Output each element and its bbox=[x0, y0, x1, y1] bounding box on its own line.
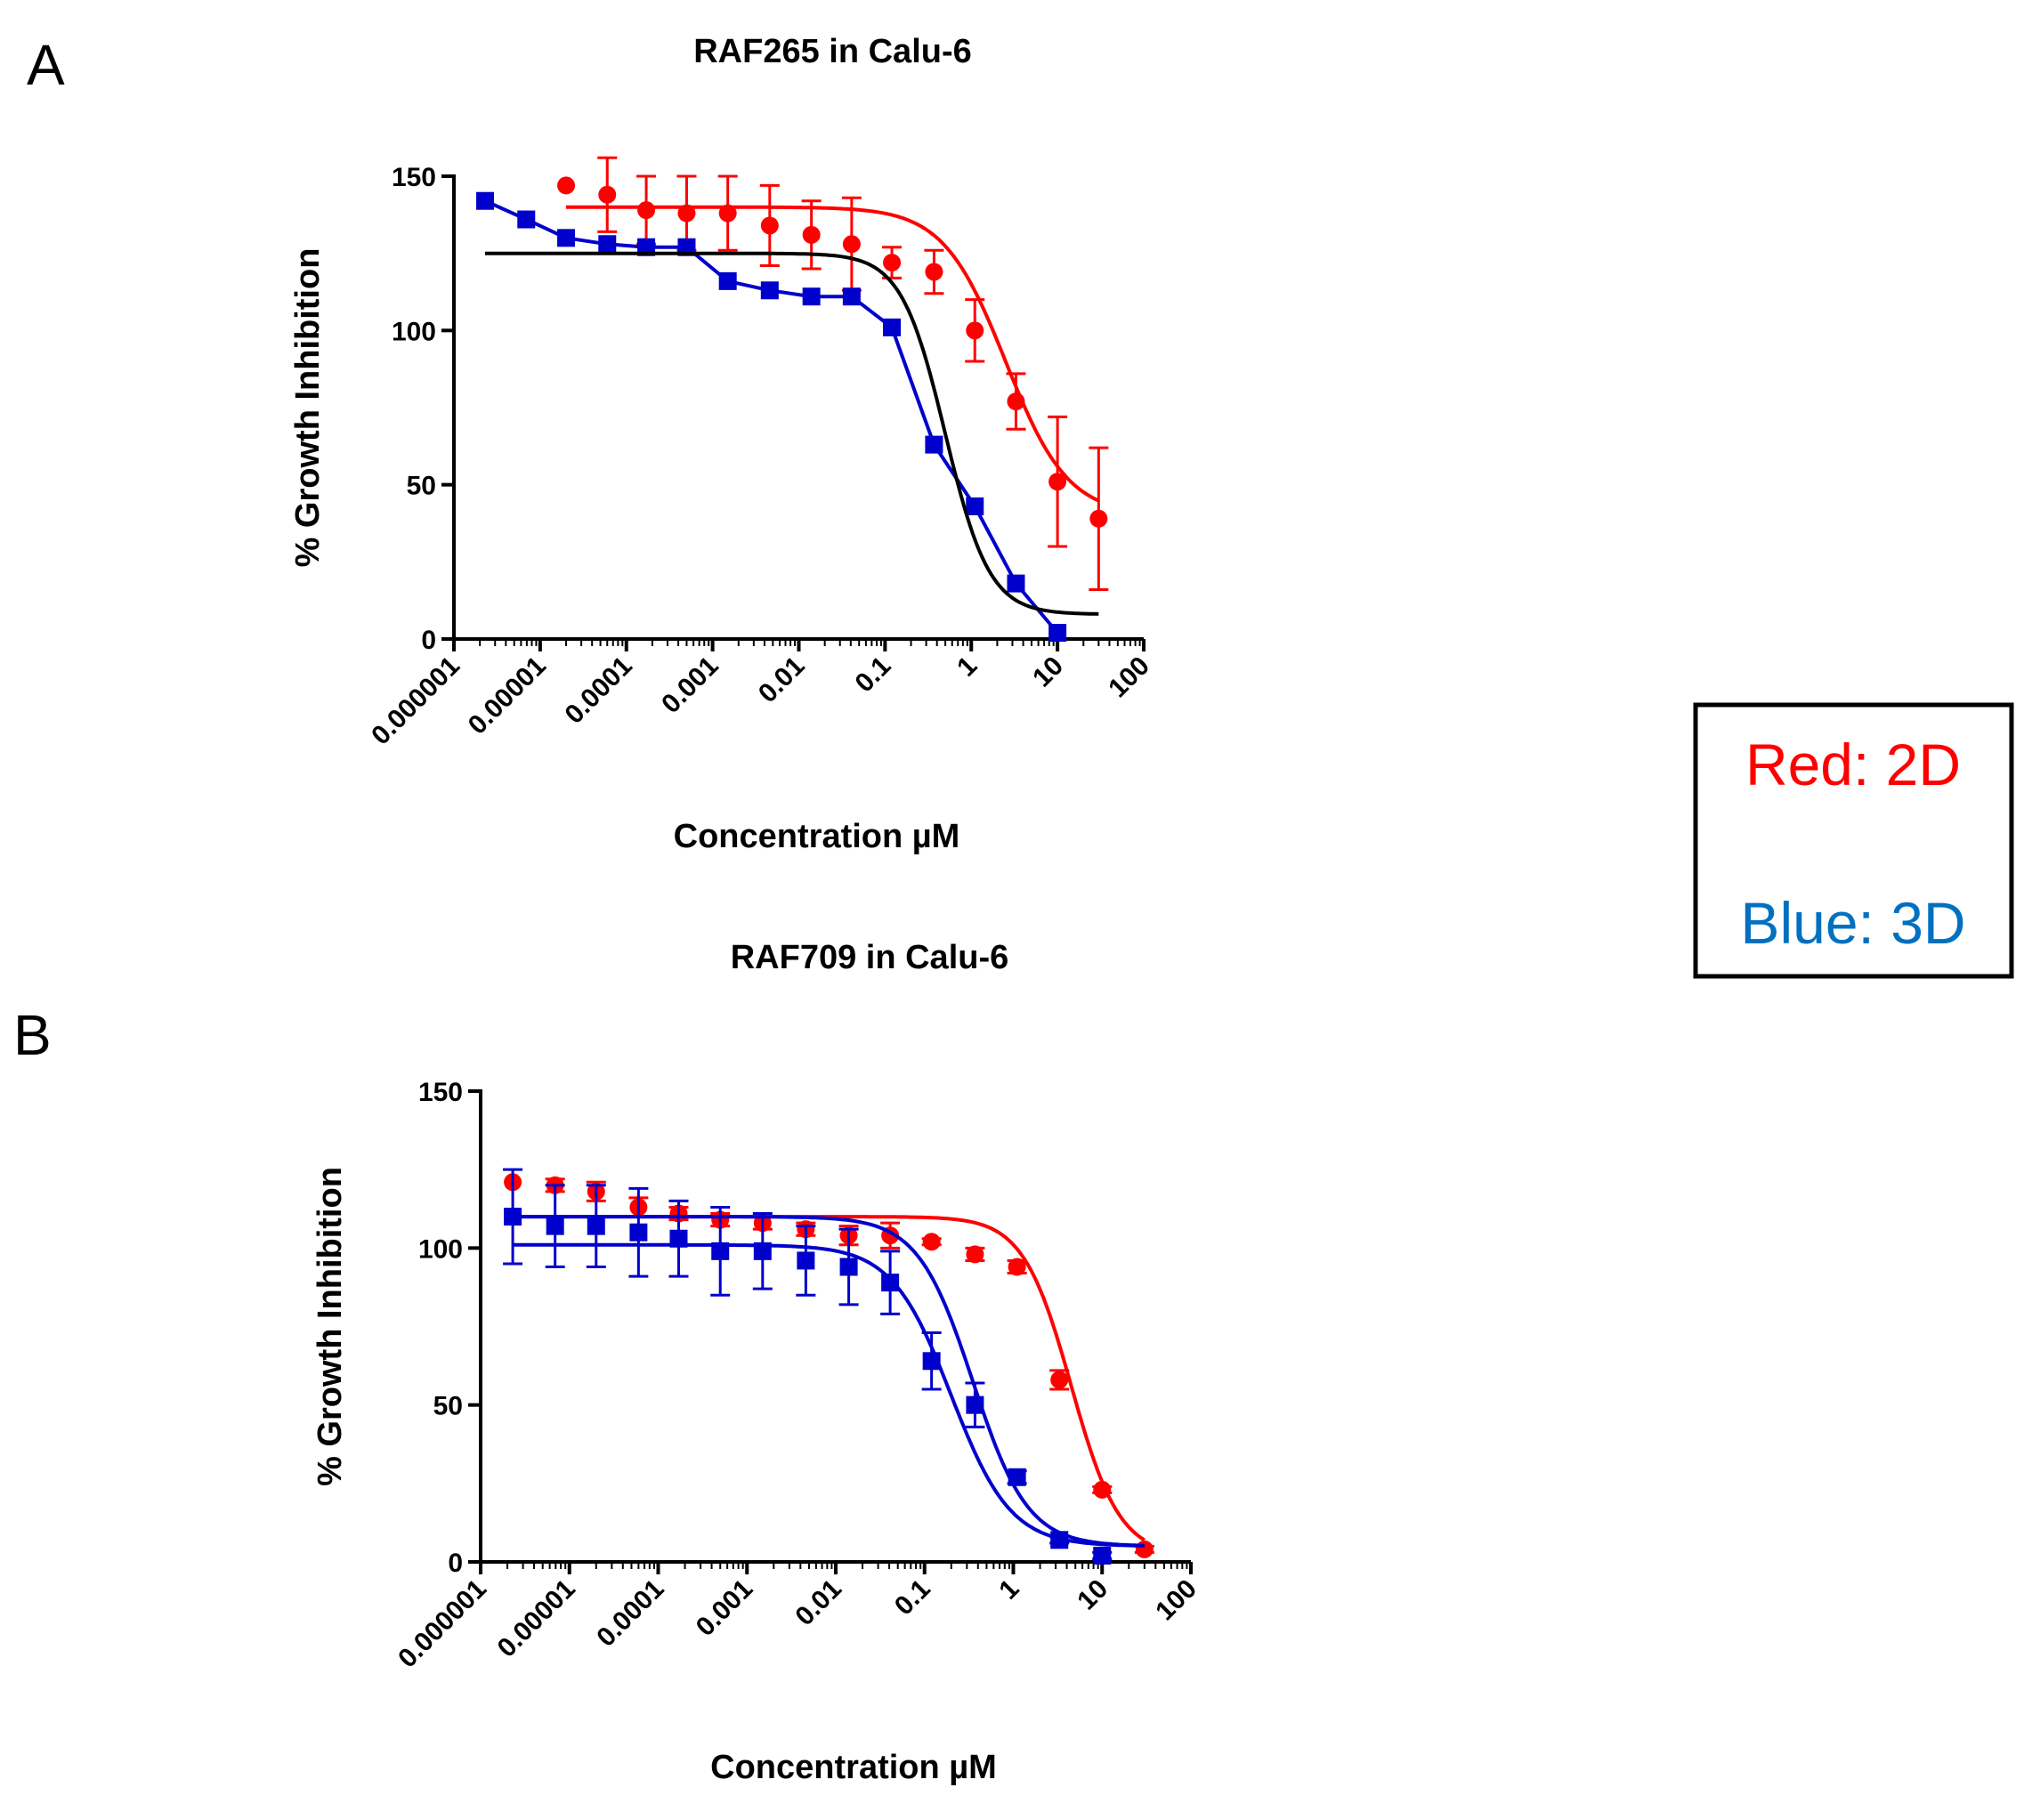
y-tick-label: 0 bbox=[448, 1549, 463, 1578]
x-tick-label: 10 bbox=[1072, 1574, 1113, 1616]
x-tick-label: 1 bbox=[993, 1574, 1024, 1606]
x-tick-label: 0.00001 bbox=[492, 1574, 581, 1663]
data-point-3d bbox=[839, 1258, 858, 1276]
legend-blue-text: Blue: 3D bbox=[1740, 890, 1965, 956]
data-point-2d bbox=[1093, 1480, 1112, 1499]
x-tick-label: 1 bbox=[951, 651, 983, 683]
chart-title: RAF265 in Calu-6 bbox=[693, 33, 972, 70]
x-tick-label: 0.01 bbox=[789, 1574, 847, 1632]
x-tick-label: 100 bbox=[1103, 651, 1155, 704]
x-tick-label: 0.001 bbox=[691, 1574, 758, 1642]
x-tick-label: 0.000001 bbox=[393, 1574, 492, 1674]
data-point-2d bbox=[637, 201, 656, 220]
data-point-2d bbox=[925, 263, 943, 281]
data-point-2d bbox=[1089, 509, 1108, 528]
data-point-2d bbox=[842, 235, 861, 254]
panel-letter-b: B bbox=[13, 1003, 52, 1067]
data-point-3d bbox=[598, 235, 617, 254]
y-tick-label: 50 bbox=[433, 1392, 463, 1421]
data-point-2d bbox=[1135, 1540, 1154, 1558]
x-tick-label: 0.000001 bbox=[366, 651, 465, 751]
data-point-2d bbox=[760, 216, 779, 235]
x-tick-label: 0.01 bbox=[753, 651, 811, 709]
data-point-2d bbox=[1007, 392, 1025, 411]
y-tick-label: 150 bbox=[418, 1078, 463, 1107]
chart-title: RAF709 in Calu-6 bbox=[731, 939, 1009, 976]
x-axis-label: Concentration µM bbox=[674, 818, 960, 855]
y-tick-label: 50 bbox=[407, 472, 436, 501]
x-tick-label: 0.0001 bbox=[591, 1574, 669, 1653]
data-point-3d bbox=[842, 287, 861, 306]
y-axis-label: % Growth Inhibition bbox=[312, 1167, 349, 1486]
chart-raf709: RAF709 in Calu-6 0 50 100 150 0.000001 0.00001… bbox=[312, 939, 1202, 1786]
data-point-3d bbox=[504, 1208, 522, 1226]
x-tick-label: 0.00001 bbox=[463, 651, 552, 740]
data-point-2d bbox=[557, 176, 576, 195]
legend-frame bbox=[1693, 702, 2014, 979]
data-point-3d bbox=[802, 287, 821, 306]
data-point-3d bbox=[883, 318, 902, 336]
data-point-3d bbox=[718, 271, 737, 290]
data-point-3d bbox=[1007, 574, 1025, 593]
data-point-2d bbox=[1008, 1258, 1026, 1276]
legend-red-text: Red: 2D bbox=[1745, 732, 1961, 797]
data-point-2d bbox=[1048, 473, 1067, 491]
data-point-3d bbox=[797, 1251, 815, 1270]
data-point-3d bbox=[1008, 1468, 1026, 1486]
data-point-3d bbox=[881, 1274, 900, 1292]
data-point-2d bbox=[598, 185, 617, 204]
data-point-2d bbox=[966, 1245, 984, 1264]
fit-curve-3d-fit-2 bbox=[513, 1242, 1145, 1548]
y-tick-label: 0 bbox=[421, 626, 436, 655]
data-point-3d bbox=[669, 1229, 688, 1248]
fit-curve-3d-fit bbox=[485, 251, 1099, 616]
data-point-3d bbox=[517, 210, 536, 229]
panel-letter-a: A bbox=[27, 33, 65, 97]
x-axis-label: Concentration µM bbox=[710, 1749, 997, 1786]
data-point-3d bbox=[587, 1217, 605, 1235]
chart-raf265: RAF265 in Calu-6 0 50 100 150 0.0000010.00001… bbox=[289, 33, 1155, 855]
fit-curve-2d bbox=[513, 1215, 1146, 1542]
data-point-3d bbox=[966, 497, 984, 515]
data-point-3d bbox=[476, 191, 495, 210]
x-tick-label: 0.1 bbox=[849, 651, 896, 699]
y-tick-label: 150 bbox=[392, 163, 436, 192]
x-tick-label: 100 bbox=[1150, 1574, 1202, 1627]
data-point-3d bbox=[966, 1395, 984, 1414]
legend-box: Red: 2D Blue: 3D bbox=[1693, 702, 2014, 979]
y-tick-label: 100 bbox=[418, 1234, 463, 1264]
x-tick-label: 0.0001 bbox=[559, 651, 637, 730]
data-point-3d bbox=[1093, 1546, 1112, 1565]
y-tick-label: 100 bbox=[392, 317, 436, 346]
data-point-2d bbox=[922, 1233, 941, 1251]
data-point-3d bbox=[760, 281, 779, 300]
data-point-2d bbox=[718, 204, 737, 222]
fit-curve-2d bbox=[566, 205, 1100, 503]
data-point-3d bbox=[925, 435, 943, 454]
data-point-2d bbox=[966, 321, 984, 340]
data-point-2d bbox=[883, 254, 902, 272]
data-point-2d bbox=[677, 204, 696, 222]
x-tick-label: 10 bbox=[1027, 651, 1069, 693]
fit-curve-3d bbox=[513, 1215, 1145, 1548]
data-point-3d bbox=[629, 1223, 648, 1242]
data-point-2d bbox=[1050, 1371, 1069, 1389]
data-point-3d bbox=[546, 1217, 564, 1235]
data-point-2d bbox=[802, 225, 821, 244]
data-point-3d bbox=[557, 229, 576, 247]
x-tick-label: 0.001 bbox=[656, 651, 724, 719]
y-axis-label: % Growth Inhibition bbox=[289, 248, 327, 568]
data-point-3d bbox=[1048, 624, 1067, 643]
x-tick-label: 0.1 bbox=[889, 1574, 936, 1622]
